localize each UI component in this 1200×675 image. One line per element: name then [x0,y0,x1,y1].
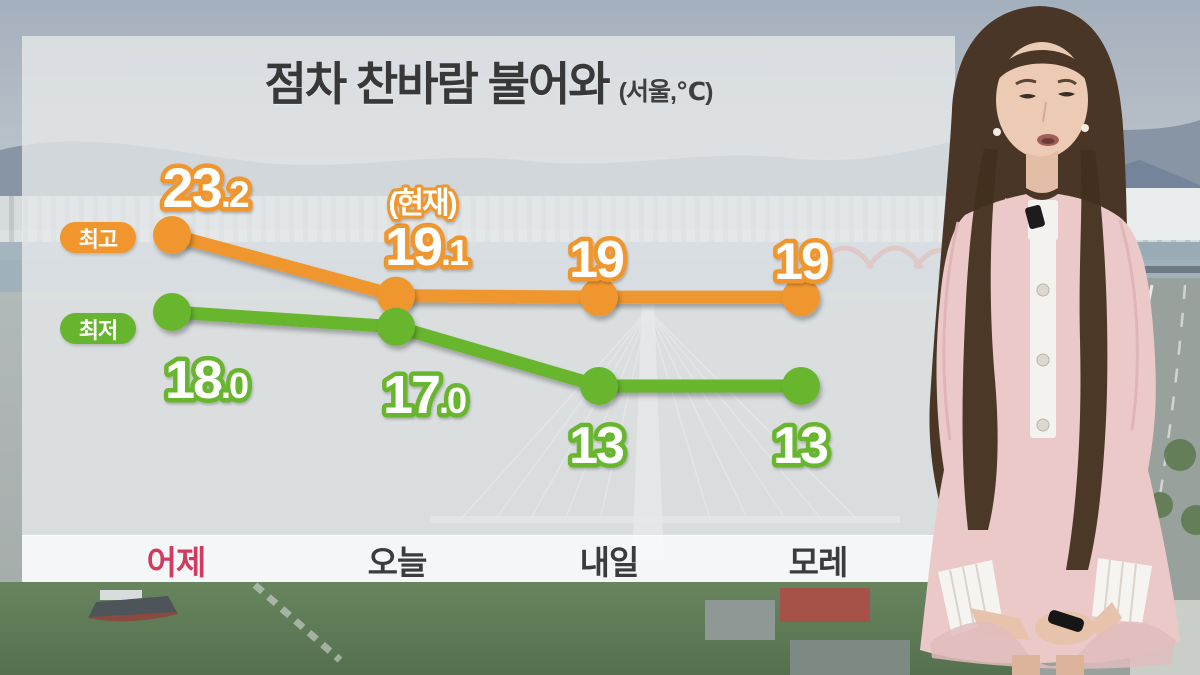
data-point [782,278,820,317]
data-point [377,276,415,315]
title-text: 점차 찬바람 불어와 [264,58,611,110]
value-label: 19 [569,231,623,289]
value-label: 13 [773,417,828,475]
legend-high-label: 최고 [78,226,118,252]
dock-structures [705,588,910,675]
presenter-figure [920,6,1180,675]
water-text-marks [252,582,343,663]
chart-title: 점차 찬바람 불어와 (서울,℃) [22,48,955,114]
data-point [153,292,191,331]
day-label-yesterday: 어제 [146,543,207,581]
boat [88,590,178,622]
earring-left [993,128,1001,136]
data-point [580,278,618,317]
data-point [153,216,191,254]
value-label: 19 [774,233,828,291]
presenter-leg-left [1012,655,1040,675]
day-label-today: 오늘 [367,543,428,581]
day-axis-strip: 어제 오늘 내일 모레 [22,535,955,582]
sleeve-seam-right [1118,219,1139,431]
presenter-leg-right [1056,655,1084,675]
presenter-fringe [994,50,1090,86]
legend-high-badge: 최고 [60,222,136,253]
presenter-features [1015,78,1077,146]
series-line-0 [165,228,808,304]
presenter-face [996,42,1088,158]
title-unit: (서울,℃) [618,78,714,106]
day-label-day-after: 모레 [788,543,849,581]
data-point [377,307,415,346]
value-label: 18.0 [165,350,248,410]
current-annotation: (현재) [388,187,456,220]
data-point [580,366,618,405]
value-label: 19.1 [385,217,469,277]
value-label: 13 [569,417,624,475]
day-label-tomorrow: 내일 [579,543,640,581]
hair-strand-left [962,148,998,530]
legend-low-label: 최저 [78,317,118,343]
presenter-neck [1026,150,1058,193]
sleeve-seam-left [942,221,960,441]
microphone-icon [1025,204,1045,230]
data-point [782,366,820,405]
remote-device [1048,610,1084,632]
hair-strand-right [1066,150,1108,570]
legend-low-badge: 최저 [60,313,136,344]
skirt-ruffle [930,621,1176,669]
dress-placket [1028,200,1058,438]
earring-right [1081,124,1089,132]
value-label: 23.2 [162,156,249,219]
series-line-1 [165,305,808,393]
value-label: 17.0 [383,365,466,425]
